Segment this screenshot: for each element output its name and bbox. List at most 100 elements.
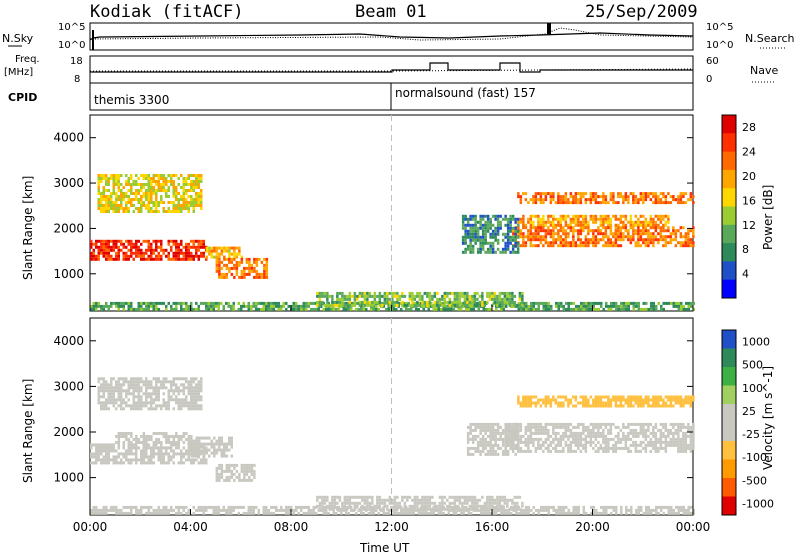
scatter-cell xyxy=(645,226,648,229)
scatter-cell xyxy=(376,295,379,298)
scatter-cell xyxy=(379,502,382,505)
scatter-cell xyxy=(213,305,216,308)
scatter-cell xyxy=(135,455,138,458)
scatter-cell xyxy=(503,512,506,515)
scatter-cell xyxy=(128,207,131,210)
scatter-cell xyxy=(592,441,595,444)
scatter-cell xyxy=(200,458,203,461)
scatter-cell xyxy=(143,404,146,407)
scatter-cell xyxy=(193,401,196,404)
scatter-cell xyxy=(610,405,613,408)
scatter-cell xyxy=(180,455,183,458)
scatter-cell xyxy=(203,461,206,464)
scatter-cell xyxy=(273,512,276,515)
scatter-cell xyxy=(226,467,229,470)
scatter-cell xyxy=(153,389,156,392)
scatter-cell xyxy=(113,392,116,395)
scatter-cell xyxy=(672,195,675,198)
scatter-cell xyxy=(522,232,525,235)
scatter-cell xyxy=(205,305,208,308)
scatter-cell xyxy=(489,502,492,505)
scatter-cell xyxy=(590,198,593,201)
scatter-cell xyxy=(592,238,595,241)
scatter-cell xyxy=(145,452,148,455)
scatter-cell xyxy=(670,438,673,441)
scatter-cell xyxy=(434,505,437,508)
scatter-cell xyxy=(680,241,683,244)
scatter-cell xyxy=(130,377,133,380)
scatter-cell xyxy=(143,506,146,509)
scatter-cell xyxy=(148,201,151,204)
scatter-cell xyxy=(200,201,203,204)
scatter-cell xyxy=(389,499,392,502)
scatter-cell xyxy=(530,232,533,235)
scatter-cell xyxy=(532,441,535,444)
scatter-cell xyxy=(509,218,512,221)
scatter-cell xyxy=(587,241,590,244)
scatter-cell xyxy=(540,429,543,432)
scatter-cell xyxy=(225,509,228,512)
scatter-cell xyxy=(168,302,171,305)
scatter-cell xyxy=(560,405,563,408)
scatter-cell xyxy=(210,506,213,509)
scatter-cell xyxy=(188,183,191,186)
scatter-cell xyxy=(690,506,693,509)
scatter-cell xyxy=(155,249,158,252)
scatter-cell xyxy=(555,438,558,441)
scatter-cell xyxy=(130,452,133,455)
scatter-cell xyxy=(464,292,467,295)
scatter-cell xyxy=(188,446,191,449)
scatter-cell xyxy=(530,402,533,405)
scatter-cell xyxy=(108,407,111,410)
scatter-cell xyxy=(115,398,118,401)
scatter-cell xyxy=(620,235,623,238)
scatter-cell xyxy=(105,404,108,407)
scatter-cell xyxy=(125,255,128,258)
scatter-cell xyxy=(336,502,339,505)
scatter-cell xyxy=(123,383,126,386)
scatter-cell xyxy=(523,308,526,311)
scatter-cell xyxy=(652,244,655,247)
scatter-cell xyxy=(148,305,151,308)
scatter-cell xyxy=(105,305,108,308)
scatter-cell xyxy=(138,512,141,515)
scatter-cell xyxy=(469,218,472,221)
scatter-cell xyxy=(665,235,668,238)
scatter-cell xyxy=(640,506,643,509)
scatter-cell xyxy=(175,210,178,213)
scatter-cell xyxy=(665,441,668,444)
scatter-cell xyxy=(680,198,683,201)
scatter-cell xyxy=(143,186,146,189)
scatter-cell xyxy=(580,450,583,453)
scatter-cell xyxy=(158,455,161,458)
scatter-cell xyxy=(324,499,327,502)
scatter-cell xyxy=(509,301,512,304)
scatter-cell xyxy=(258,273,261,276)
scatter-cell xyxy=(595,426,598,429)
scatter-cell xyxy=(110,246,113,249)
scatter-cell xyxy=(677,435,680,438)
scatter-cell xyxy=(595,201,598,204)
scatter-cell xyxy=(557,238,560,241)
scatter-cell xyxy=(153,204,156,207)
scatter-cell xyxy=(198,506,201,509)
scatter-cell xyxy=(459,304,462,307)
scatter-cell xyxy=(570,308,573,311)
scatter-cell xyxy=(178,246,181,249)
scatter-cell xyxy=(600,201,603,204)
scatter-cell xyxy=(451,502,454,505)
scatter-cell xyxy=(228,476,231,479)
scatter-cell xyxy=(163,302,166,305)
scatter-cell xyxy=(622,432,625,435)
scatter-cell xyxy=(595,195,598,198)
scatter-cell xyxy=(245,305,248,308)
scatter-cell xyxy=(469,298,472,301)
scatter-cell xyxy=(454,508,457,511)
scatter-cell xyxy=(150,252,153,255)
scatter-cell xyxy=(381,502,384,505)
scatter-cell xyxy=(188,210,191,213)
scatter-cell xyxy=(389,292,392,295)
scatter-cell xyxy=(685,402,688,405)
scatter-cell xyxy=(108,258,111,261)
scatter-cell xyxy=(255,305,258,308)
